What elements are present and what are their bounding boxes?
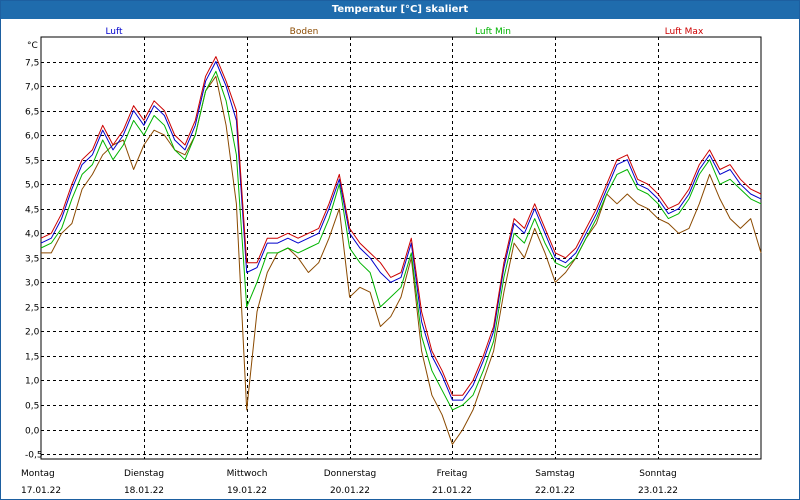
legend-item-luft: Luft bbox=[105, 27, 123, 37]
legend-item-luft-min: Luft Min bbox=[475, 27, 511, 37]
y-tick-label: 5,5 bbox=[25, 157, 39, 167]
y-tick-label: 3,0 bbox=[25, 279, 40, 289]
x-tick-day: Freitag bbox=[437, 469, 468, 479]
x-axis: Montag 17.01.22 Dienstag 18.01.22 Mittwoch 19… bbox=[21, 469, 678, 496]
plot-area bbox=[40, 36, 762, 460]
y-axis-unit: °C bbox=[27, 41, 38, 51]
y-tick-label: 3,5 bbox=[25, 255, 39, 265]
x-tick-date: 18.01.22 bbox=[124, 486, 164, 496]
y-tick-label: 4,0 bbox=[25, 230, 40, 240]
chart-canvas: Luft Boden Luft Min Luft Max 7,5 7,0 6,5 6,0 5,… bbox=[21, 27, 762, 496]
y-tick-label: 1,5 bbox=[25, 353, 39, 363]
series-line-luft-min bbox=[40, 70, 762, 411]
x-tick-date: 22.01.22 bbox=[535, 486, 575, 496]
series-line-luft-max bbox=[40, 56, 762, 396]
x-tick-date: 23.01.22 bbox=[638, 486, 678, 496]
y-tick-label: 5,0 bbox=[25, 181, 40, 191]
y-tick-label: 4,5 bbox=[25, 206, 39, 216]
x-tick-date: 17.01.22 bbox=[21, 486, 61, 496]
legend: Luft Boden Luft Min Luft Max bbox=[105, 27, 704, 37]
plot-border bbox=[40, 36, 762, 460]
y-tick-label: 6,0 bbox=[25, 132, 40, 142]
chart-title: Temperatur [°C] skaliert bbox=[1, 1, 799, 19]
y-tick-label: 0,0 bbox=[25, 427, 40, 437]
legend-item-luft-max: Luft Max bbox=[665, 27, 704, 37]
y-tick-label: 6,5 bbox=[25, 108, 39, 118]
x-tick-date: 20.01.22 bbox=[330, 486, 370, 496]
y-tick-label: 1,0 bbox=[25, 377, 40, 387]
x-tick-day: Samstag bbox=[535, 469, 574, 479]
x-tick-day: Dienstag bbox=[124, 469, 164, 479]
y-axis: 7,5 7,0 6,5 6,0 5,5 5,0 4,5 4,0 3,5 3,0 2,5 2,0 1,5 1… bbox=[25, 41, 43, 461]
x-tick-day: Montag bbox=[21, 469, 55, 479]
y-tick-label: 0,5 bbox=[25, 402, 39, 412]
x-tick-day: Mittwoch bbox=[227, 469, 268, 479]
y-tick-label: 2,0 bbox=[25, 328, 40, 338]
x-tick-date: 19.01.22 bbox=[227, 486, 267, 496]
legend-item-boden: Boden bbox=[290, 27, 319, 37]
series-line-luft bbox=[40, 61, 762, 401]
x-tick-day: Donnerstag bbox=[324, 469, 377, 479]
y-tick-label: 7,0 bbox=[25, 83, 40, 93]
x-tick-day: Sonntag bbox=[639, 469, 676, 479]
y-tick-label: 2,5 bbox=[25, 304, 39, 314]
series-lines bbox=[40, 56, 762, 445]
series-line-boden bbox=[41, 75, 762, 445]
y-tick-label: 7,5 bbox=[25, 59, 39, 69]
x-tick-date: 21.01.22 bbox=[432, 486, 472, 496]
y-tick-label: -0,5 bbox=[25, 451, 43, 461]
